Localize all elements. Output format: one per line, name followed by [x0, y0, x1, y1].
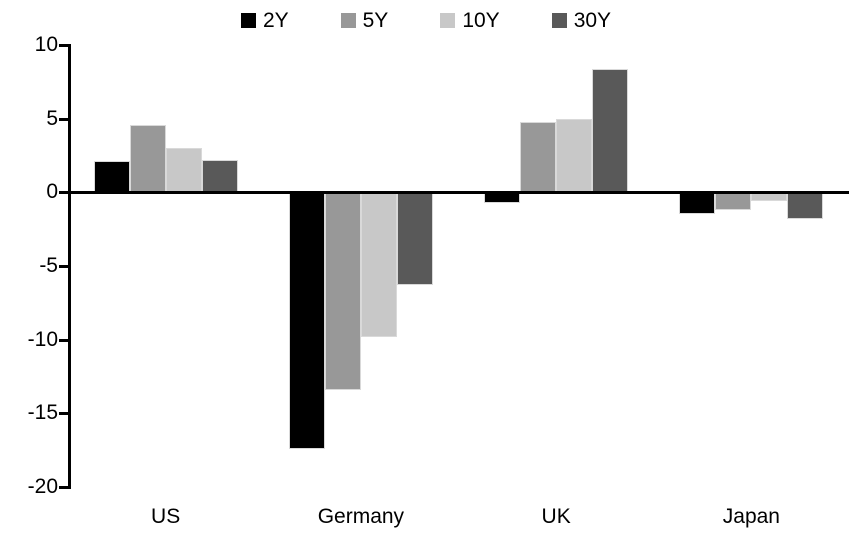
legend-label: 2Y: [262, 8, 289, 32]
y-axis-tick-label: -10: [27, 327, 58, 351]
legend-item-10y: 10Y: [440, 8, 500, 32]
y-axis-tick-label: -15: [27, 401, 58, 425]
chart-legend: 2Y 5Y 10Y 30Y: [0, 5, 852, 35]
bar-us-30y: [201, 159, 238, 193]
bar-germany-2y: [288, 192, 325, 449]
bar-japan-2y: [679, 192, 716, 215]
bar-us-5y: [129, 124, 166, 193]
bar-uk-5y: [520, 121, 557, 193]
legend-label: 30Y: [573, 8, 612, 32]
y-axis-tick: [59, 265, 68, 268]
bar-germany-5y: [324, 192, 361, 390]
x-axis-label-us: US: [151, 505, 181, 528]
y-axis-tick-label: 10: [34, 33, 58, 56]
y-axis-tick-label: -5: [39, 254, 58, 277]
legend-label: 10Y: [462, 8, 500, 32]
y-axis-tick-label: 5: [46, 106, 58, 130]
bar-uk-30y: [592, 68, 629, 193]
legend-item-5y: 5Y: [340, 8, 389, 32]
y-axis-tick: [59, 338, 68, 342]
bar-japan-5y: [715, 192, 752, 210]
x-axis-label-japan: Japan: [722, 505, 780, 528]
y-axis-line: [68, 44, 71, 489]
legend-swatch-2y-icon: [240, 12, 256, 28]
y-axis-tick: [59, 117, 68, 121]
x-axis-label-germany: Germany: [317, 505, 405, 528]
legend-swatch-10y-icon: [440, 12, 456, 28]
x-axis-label-uk: UK: [541, 505, 571, 528]
bar-germany-10y: [360, 192, 397, 337]
legend-swatch-30y-icon: [551, 12, 567, 28]
bar-japan-30y: [787, 192, 824, 219]
legend-swatch-5y-icon: [340, 12, 356, 28]
y-axis-tick: [59, 44, 68, 47]
legend-item-2y: 2Y: [240, 8, 289, 32]
y-axis-tick: [59, 191, 68, 195]
y-axis-tick-label: 0: [46, 180, 58, 204]
legend-label: 5Y: [362, 8, 389, 32]
bar-germany-30y: [396, 192, 433, 286]
y-axis-tick: [59, 412, 68, 416]
y-axis-tick: [59, 486, 68, 489]
legend-item-30y: 30Y: [551, 8, 612, 32]
bar-uk-10y: [556, 118, 593, 193]
y-axis-tick-label: -20: [27, 475, 58, 498]
bar-us-2y: [93, 161, 130, 193]
bar-us-10y: [165, 148, 202, 193]
x-axis-zero-line: [68, 191, 849, 195]
